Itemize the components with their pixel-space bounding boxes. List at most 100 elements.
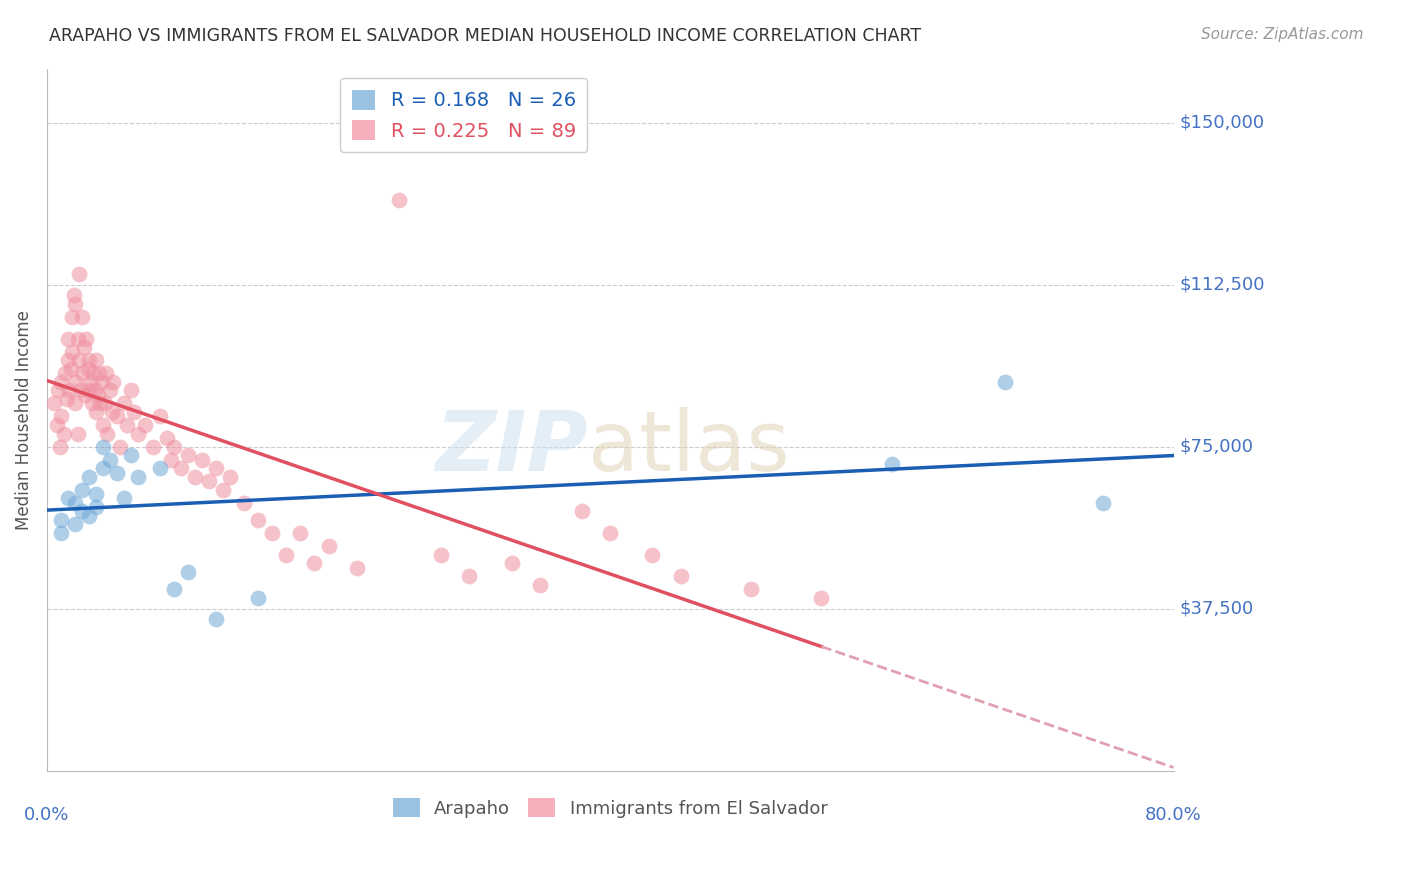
Point bbox=[122, 405, 145, 419]
Point bbox=[49, 375, 72, 389]
Point bbox=[79, 375, 101, 389]
Text: 0.0%: 0.0% bbox=[24, 805, 69, 824]
Point bbox=[669, 569, 692, 583]
Point bbox=[66, 332, 89, 346]
Point bbox=[69, 384, 91, 398]
Point bbox=[59, 361, 82, 376]
Point bbox=[87, 366, 110, 380]
Text: Source: ZipAtlas.com: Source: ZipAtlas.com bbox=[1201, 27, 1364, 42]
Point bbox=[993, 375, 1015, 389]
Point bbox=[162, 440, 184, 454]
Point bbox=[98, 384, 121, 398]
Point bbox=[247, 513, 270, 527]
Point bbox=[93, 396, 115, 410]
Point bbox=[94, 366, 117, 380]
Point bbox=[56, 491, 79, 506]
Point bbox=[82, 366, 104, 380]
Point bbox=[84, 487, 107, 501]
Point bbox=[56, 332, 79, 346]
Point bbox=[810, 591, 832, 605]
Text: $75,000: $75,000 bbox=[1180, 438, 1253, 456]
Point bbox=[177, 448, 200, 462]
Point bbox=[112, 396, 135, 410]
Point bbox=[63, 297, 86, 311]
Point bbox=[49, 526, 72, 541]
Point bbox=[501, 556, 523, 570]
Point bbox=[100, 405, 122, 419]
Y-axis label: Median Household Income: Median Household Income bbox=[15, 310, 32, 530]
Legend: Arapaho, Immigrants from El Salvador: Arapaho, Immigrants from El Salvador bbox=[385, 791, 835, 825]
Point bbox=[205, 612, 228, 626]
Point bbox=[198, 474, 221, 488]
Point bbox=[430, 548, 453, 562]
Point bbox=[77, 353, 100, 368]
Point bbox=[80, 396, 103, 410]
Point bbox=[60, 310, 83, 324]
Point bbox=[212, 483, 235, 497]
Point bbox=[62, 288, 84, 302]
Point bbox=[70, 504, 93, 518]
Point bbox=[58, 384, 80, 398]
Point bbox=[42, 396, 65, 410]
Point bbox=[105, 409, 128, 424]
Point bbox=[247, 591, 270, 605]
Point bbox=[77, 470, 100, 484]
Point bbox=[96, 426, 118, 441]
Point bbox=[170, 461, 193, 475]
Text: 80.0%: 80.0% bbox=[1144, 805, 1202, 824]
Point bbox=[127, 426, 149, 441]
Point bbox=[63, 496, 86, 510]
Point bbox=[89, 396, 111, 410]
Point bbox=[55, 392, 77, 406]
Point bbox=[66, 426, 89, 441]
Point bbox=[101, 375, 124, 389]
Point bbox=[388, 194, 411, 208]
Point bbox=[148, 409, 170, 424]
Text: ARAPAHO VS IMMIGRANTS FROM EL SALVADOR MEDIAN HOUSEHOLD INCOME CORRELATION CHART: ARAPAHO VS IMMIGRANTS FROM EL SALVADOR M… bbox=[49, 27, 921, 45]
Point bbox=[108, 440, 131, 454]
Point bbox=[84, 405, 107, 419]
Point bbox=[105, 466, 128, 480]
Point bbox=[84, 353, 107, 368]
Point bbox=[70, 366, 93, 380]
Point bbox=[641, 548, 664, 562]
Point bbox=[127, 470, 149, 484]
Point bbox=[49, 409, 72, 424]
Point bbox=[63, 396, 86, 410]
Point bbox=[67, 267, 90, 281]
Point bbox=[162, 582, 184, 597]
Point bbox=[53, 366, 76, 380]
Point bbox=[49, 513, 72, 527]
Point bbox=[91, 461, 114, 475]
Point bbox=[112, 491, 135, 506]
Text: atlas: atlas bbox=[588, 407, 789, 488]
Point bbox=[70, 483, 93, 497]
Point bbox=[56, 353, 79, 368]
Point bbox=[571, 504, 593, 518]
Text: ZIP: ZIP bbox=[434, 407, 588, 488]
Point bbox=[70, 310, 93, 324]
Point bbox=[48, 440, 70, 454]
Point bbox=[155, 431, 177, 445]
Point bbox=[98, 452, 121, 467]
Point bbox=[65, 375, 87, 389]
Text: $150,000: $150,000 bbox=[1180, 113, 1264, 131]
Point bbox=[91, 440, 114, 454]
Point bbox=[45, 417, 67, 432]
Point bbox=[73, 388, 96, 402]
Point bbox=[233, 496, 256, 510]
Point bbox=[120, 448, 142, 462]
Point bbox=[458, 569, 481, 583]
Point bbox=[86, 388, 108, 402]
Point bbox=[184, 470, 207, 484]
Point bbox=[318, 539, 340, 553]
Point bbox=[304, 556, 326, 570]
Point bbox=[599, 526, 621, 541]
Point bbox=[84, 500, 107, 515]
Point bbox=[191, 452, 214, 467]
Point bbox=[77, 508, 100, 523]
Point bbox=[346, 560, 368, 574]
Point bbox=[67, 353, 90, 368]
Point bbox=[115, 417, 138, 432]
Point bbox=[148, 461, 170, 475]
